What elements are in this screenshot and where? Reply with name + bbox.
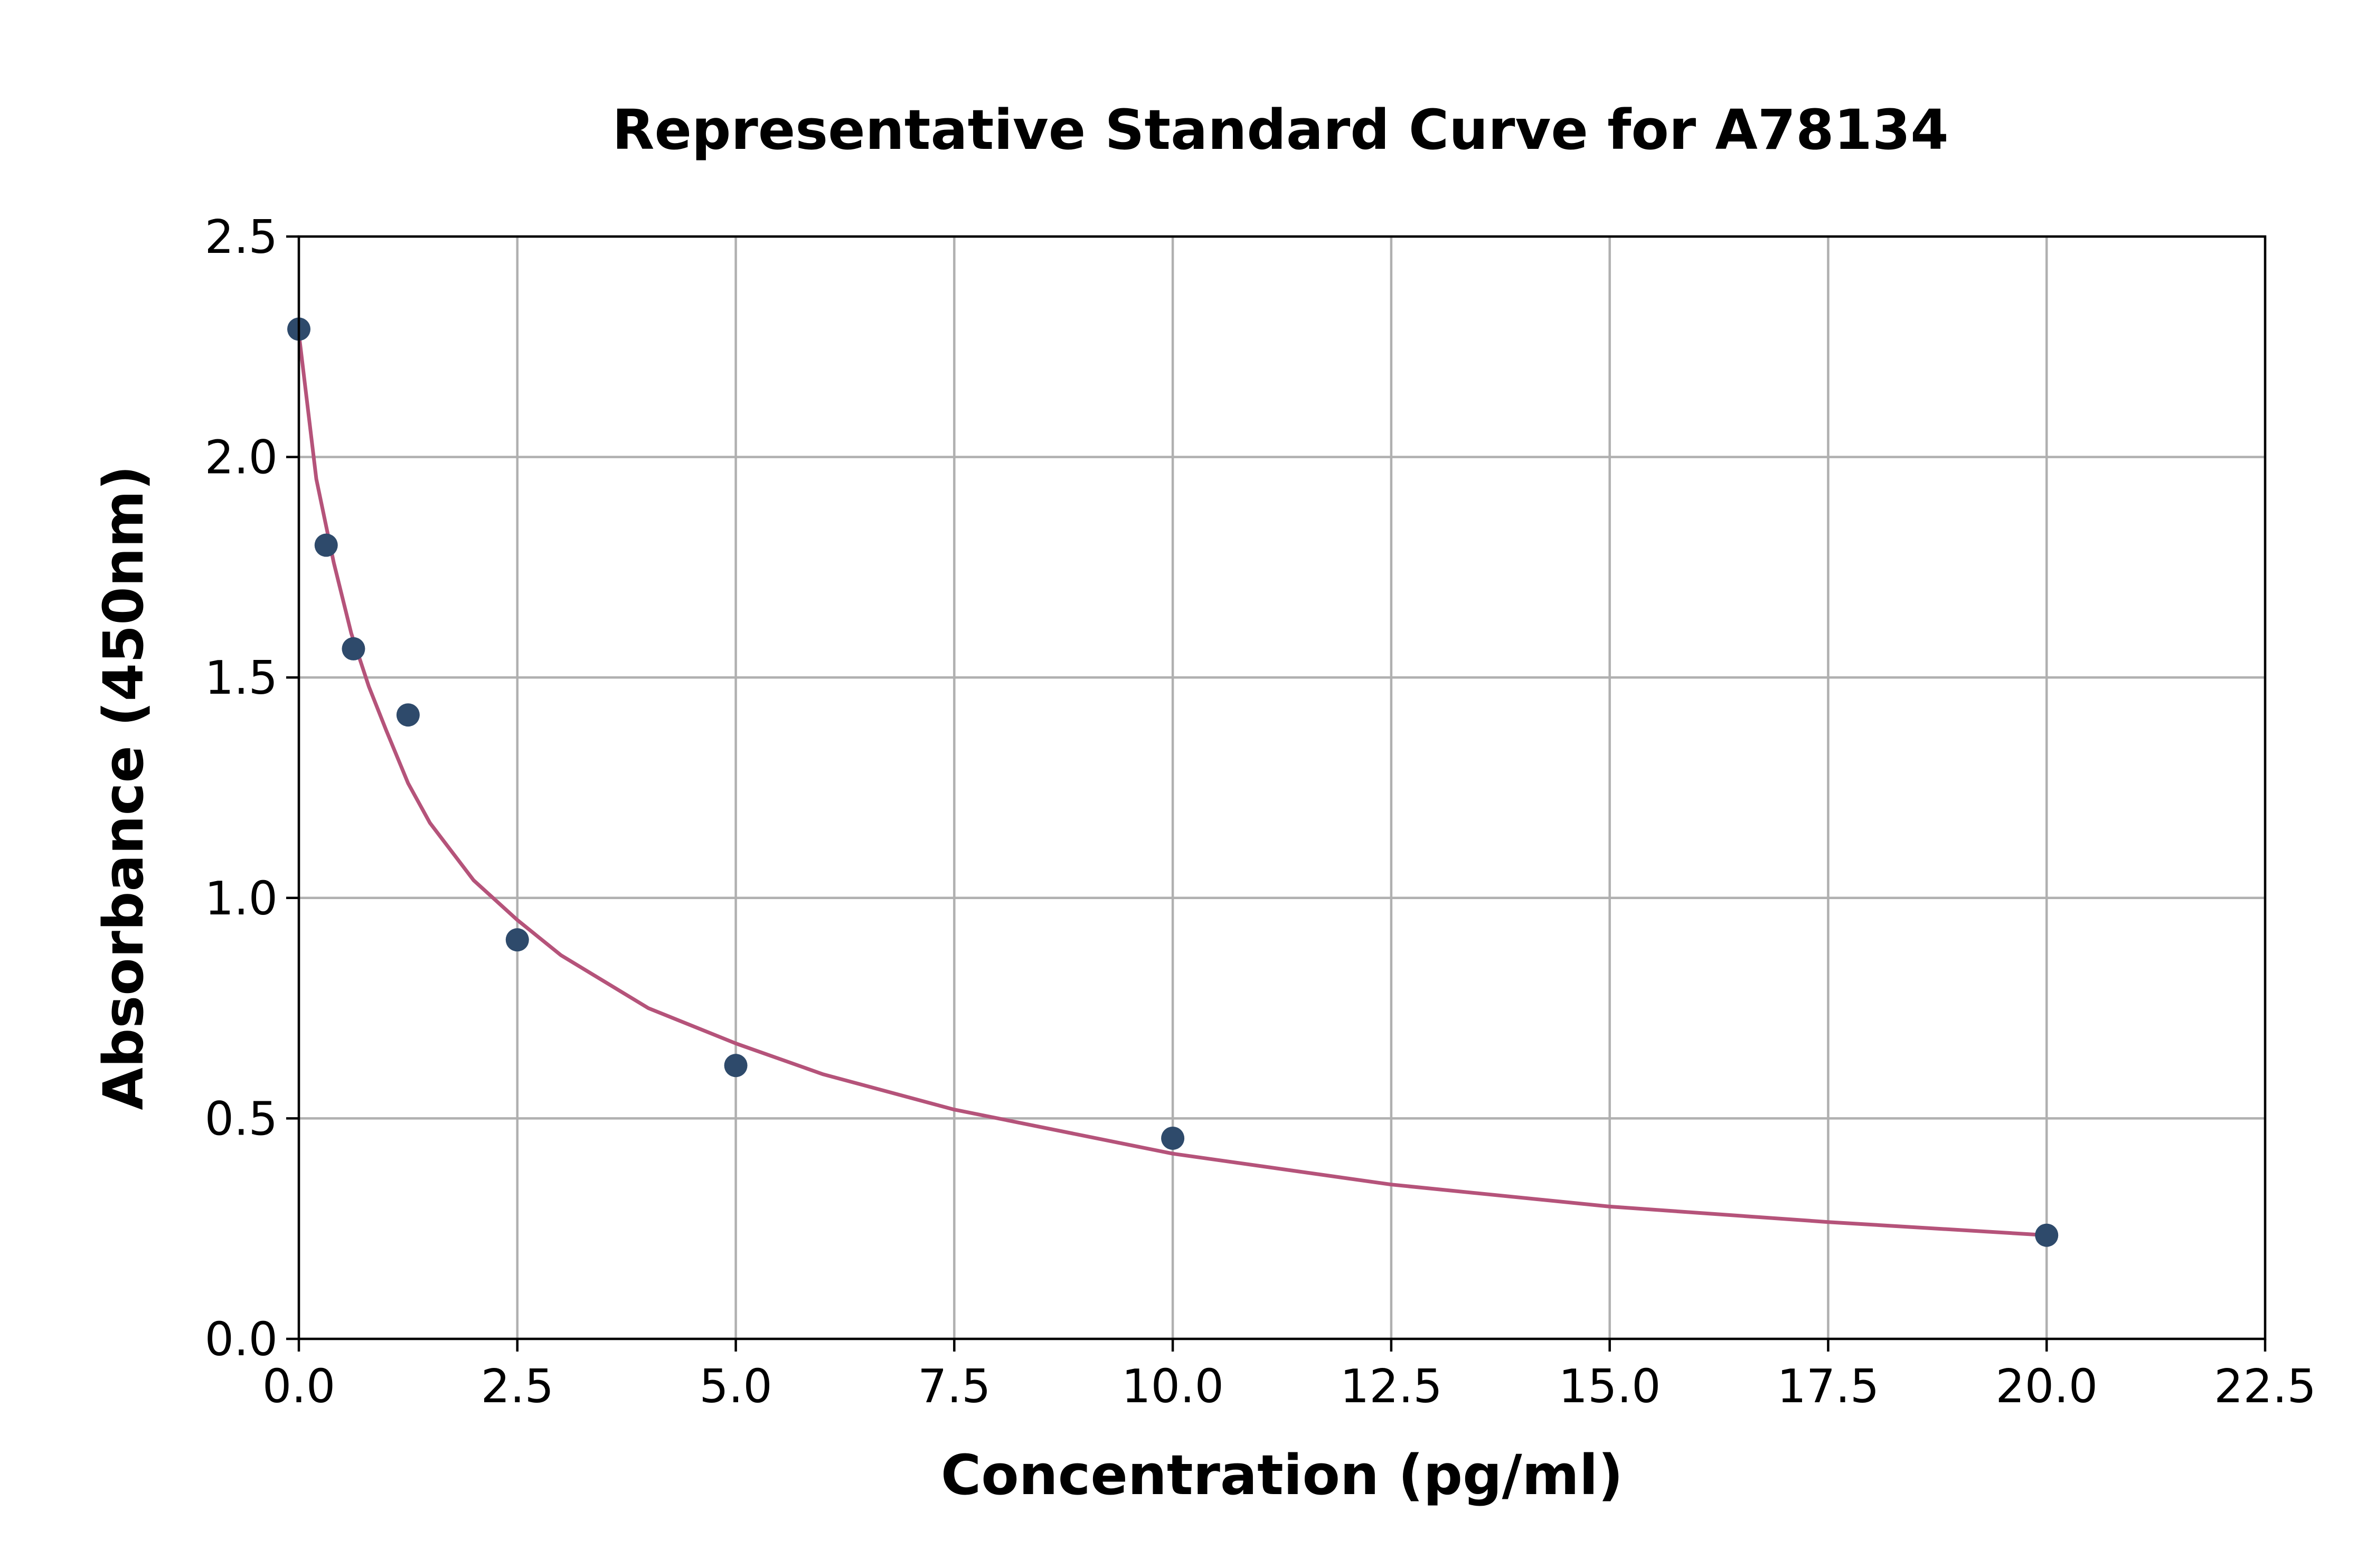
data-point <box>1161 1126 1185 1150</box>
data-point <box>396 703 420 727</box>
x-tick-label: 15.0 <box>1559 1359 1661 1413</box>
data-point <box>342 637 365 660</box>
y-tick-label: 2.0 <box>205 431 278 485</box>
y-tick-label: 0.0 <box>205 1312 278 1366</box>
y-tick-label: 1.5 <box>205 651 278 705</box>
x-tick-label: 12.5 <box>1340 1359 1442 1413</box>
y-tick-label: 1.0 <box>205 872 278 925</box>
x-tick-label: 7.5 <box>918 1359 991 1413</box>
x-axis-label: Concentration (pg/ml) <box>941 1443 1623 1507</box>
data-point <box>724 1054 748 1078</box>
chart-title: Representative Standard Curve for A78134 <box>612 98 1948 162</box>
plot-series <box>287 317 2059 1247</box>
data-point <box>505 928 529 952</box>
x-tick-label: 22.5 <box>2214 1359 2316 1413</box>
x-tick-label: 5.0 <box>699 1359 772 1413</box>
x-tick-label: 10.0 <box>1121 1359 1224 1413</box>
x-tick-label: 2.5 <box>481 1359 554 1413</box>
x-tick-label: 0.0 <box>262 1359 335 1413</box>
data-point <box>2035 1223 2059 1247</box>
plot-frame <box>297 235 2267 1340</box>
x-tick-label: 20.0 <box>1995 1359 2098 1413</box>
y-axis-label: Absorbance (450nm) <box>91 465 156 1110</box>
y-tick-label: 0.5 <box>205 1092 278 1146</box>
grid-lines <box>297 235 2267 1340</box>
axis-ticks: 0.0 2.5 5.0 7.5 10.0 12.5 15.0 17.5 20.0 22.5 0.0 0… <box>205 210 2316 1413</box>
x-tick-label: 17.5 <box>1777 1359 1880 1413</box>
data-point <box>314 533 338 557</box>
y-tick-label: 2.5 <box>205 210 278 264</box>
